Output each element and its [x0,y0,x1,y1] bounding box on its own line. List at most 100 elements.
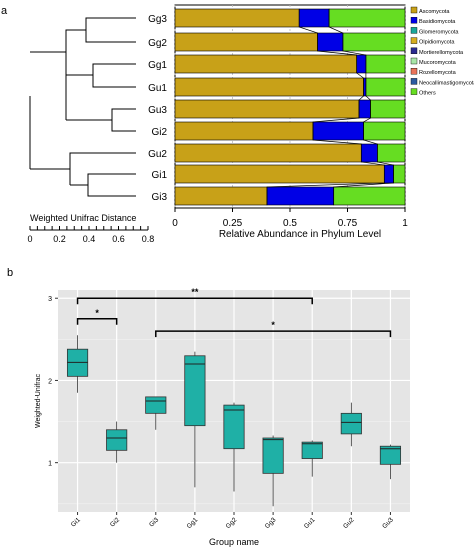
category-label: Gg3 [148,14,167,25]
scale-tick-label: 0.4 [83,234,96,244]
bar-segment [328,8,406,28]
dendrogram-scale-label: Weighted Unifrac Distance [30,213,136,223]
dendrogram-branch [87,173,136,197]
bar-segment [356,54,367,74]
bar-segment [383,164,394,184]
legend-swatch [410,47,418,54]
legend-label: Basidiomycota [419,19,456,25]
box [184,355,206,427]
x-tick-label: 0.25 [223,218,243,229]
x-tick-label: Gu1 [303,516,317,530]
legend-label: Mortierellomycota [419,50,464,56]
legend-swatch [410,6,418,14]
box [223,404,245,450]
panel-a-label: a [1,5,8,17]
x-axis-label: Group name [209,537,259,547]
dendrogram-branch [92,63,136,88]
box [301,441,323,459]
panel-b-label: b [7,267,13,279]
stacked-bar-area: 0 0.25 0.5 0.75 1 Relative Abundance in Phylu… [172,4,408,240]
category-label: Gg1 [148,60,167,71]
bar-segment [174,143,362,163]
x-axis-label: Relative Abundance in Phylum Level [219,229,381,240]
x-tick-label: Gu3 [381,516,395,530]
scale-tick-label: 0.6 [112,234,125,244]
scale-tick-label: 0.2 [53,234,66,244]
bar-segment [266,186,334,206]
legend-swatch [410,37,418,44]
dendrogram-branch [85,17,136,43]
bar-segment [365,77,406,97]
bar-segment [312,121,364,141]
x-tick-label: Gi1 [70,516,82,528]
legend-swatch [410,78,418,85]
legend-label: Ascomycota [419,9,450,15]
dendrogram-branch [69,152,136,185]
x-tick-label: Gu2 [342,516,356,530]
x-tick-label: Gi3 [148,516,160,528]
legend-label: Neocallimastigomycota [419,80,474,86]
dendrogram-scale-bar: 0 0.2 0.4 0.6 0.8 [27,226,154,244]
bar-segment [365,54,406,74]
y-axis-label: Weighted-Unifrac [35,374,42,428]
legend-swatch [410,17,418,24]
category-label: Gu3 [148,105,167,116]
bar-segment [174,8,300,28]
bar-segment [174,164,385,184]
x-tick-label: 1 [402,218,408,229]
x-tick-label: Gg3 [264,516,278,530]
bar-segment [342,32,406,52]
bar-segment [393,164,406,184]
bar-segment [333,186,406,206]
bar-segment [298,8,330,28]
bar-segment [360,143,378,163]
dendrogram [29,17,136,197]
boundary-line [266,9,385,205]
legend-swatch [410,57,418,65]
scale-tick-label: 0.8 [142,234,155,244]
category-label: Gi2 [151,127,167,138]
legend-label: Glomeromycota [419,29,459,35]
significance-label: * [271,320,275,330]
x-tick-label: Gg1 [186,516,200,530]
category-label: Gi3 [151,192,167,203]
x-tick-label: 0.5 [283,218,297,229]
bar-segment [174,32,318,52]
bar-segment [174,54,357,74]
bar-segment [174,121,314,141]
significance-bracket [76,297,313,305]
x-tick-label: Gg2 [225,516,239,530]
bar-segment [174,77,364,97]
dendrogram-branch [65,29,86,75]
legend-swatch [410,27,418,34]
significance-label: * [95,308,99,318]
box [340,412,362,435]
legend-label: Mucoromycota [419,60,457,66]
category-label: Gg2 [148,38,167,49]
x-tick-label: 0.75 [338,218,358,229]
legend-swatch [410,88,418,95]
x-tick-label: 0 [172,218,178,229]
category-labels: Gg3 Gg2 Gg1 Gu1 Gu3 Gi2 Gu2 Gi1 Gi3 [148,14,167,203]
category-label: Gi1 [151,170,167,181]
bar-segment [174,99,360,119]
box [379,445,402,465]
bar-segment [358,99,371,119]
legend-label: Rozellomycota [419,70,457,76]
y-tick-label: 1 [48,461,52,468]
box [106,429,128,451]
dendrogram-branch [111,108,136,132]
bar-segment [363,121,406,141]
scale-tick-label: 0 [27,234,32,244]
significance-bracket [76,318,118,325]
box [145,396,167,414]
x-tick-label: Gi2 [109,516,121,528]
phylum-legend: Ascomycota Basidiomycota Glomeromycota Olpi… [410,6,474,97]
legend-label: Olpidiomycota [419,40,455,46]
significance-label: ** [191,287,199,297]
bar-segment [370,99,406,119]
bar-segment [174,186,268,206]
y-tick-label: 3 [48,296,52,303]
